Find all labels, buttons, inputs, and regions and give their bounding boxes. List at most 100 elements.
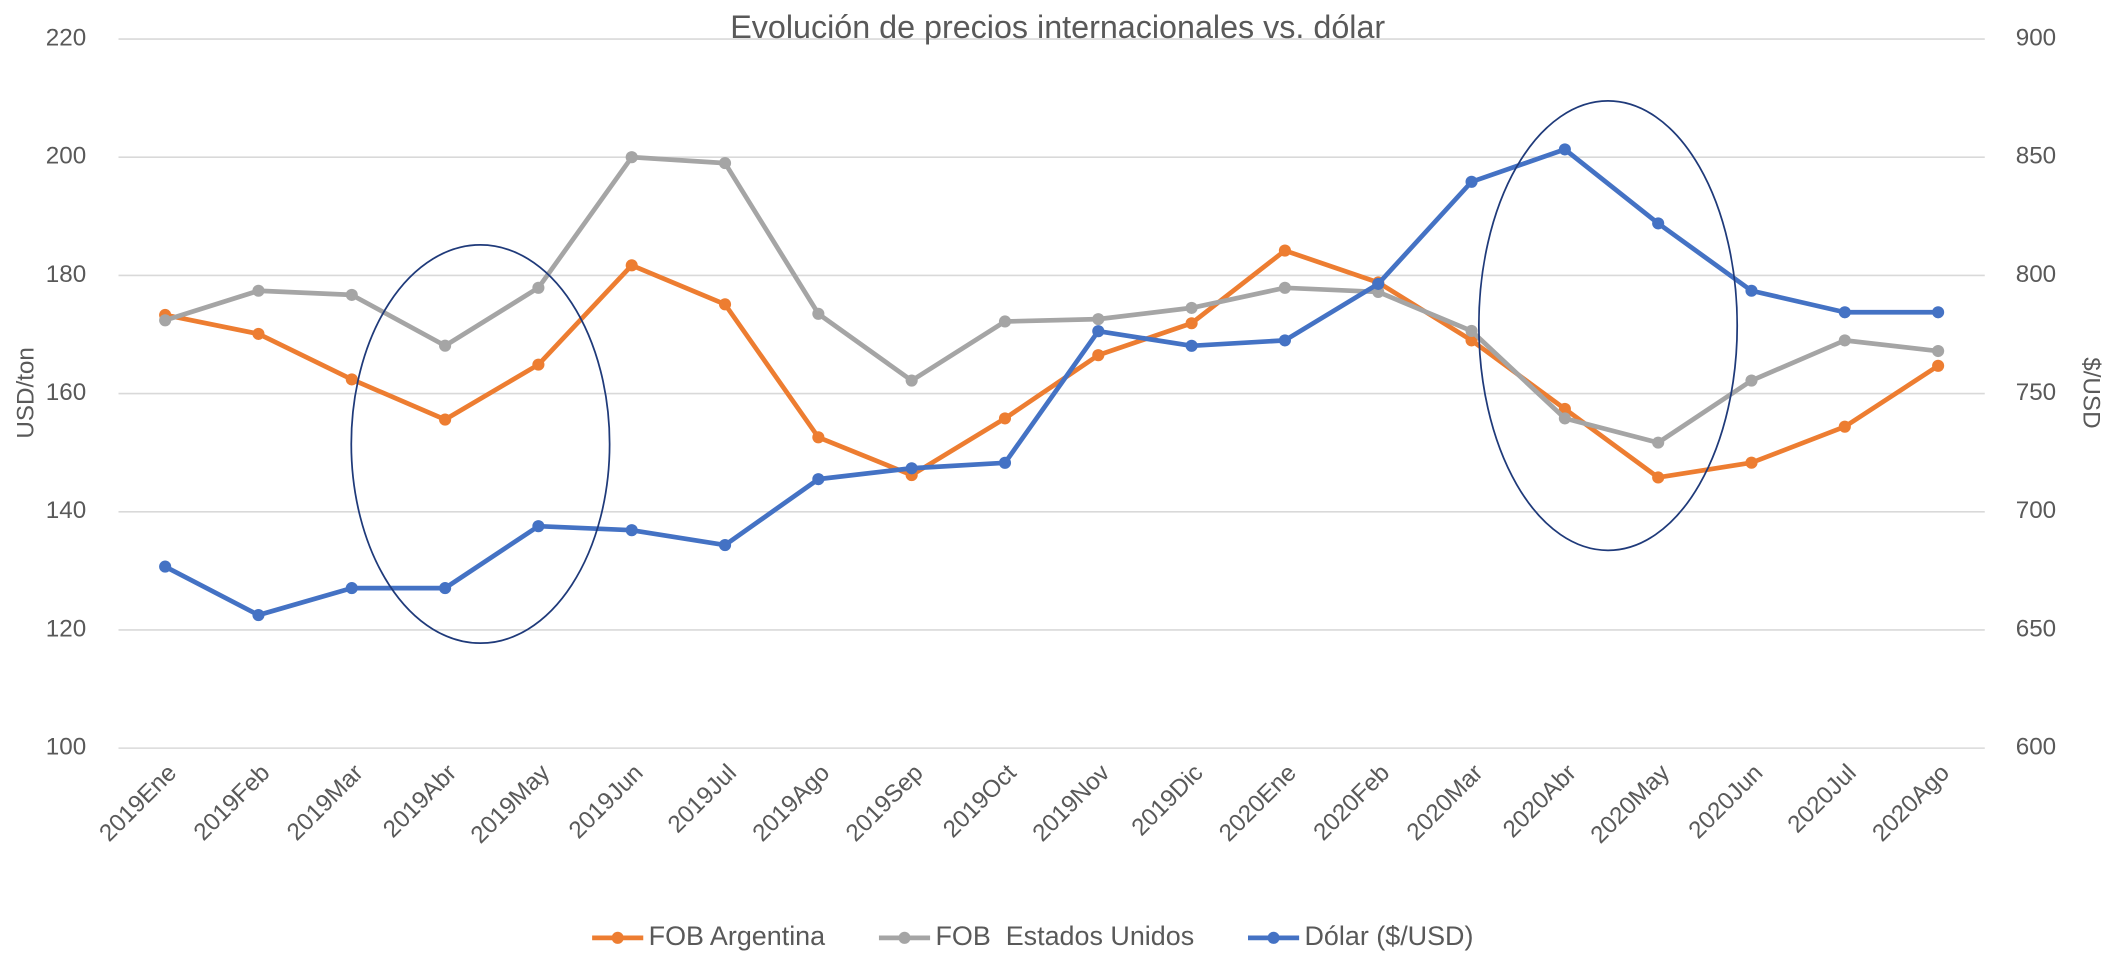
y2-tick-label: 900 xyxy=(2016,24,2056,51)
data-point xyxy=(1465,334,1478,347)
legend: FOB Argentina FOB Estados Unidos Dólar ($/… xyxy=(592,921,1473,951)
x-tick-label: 2019May xyxy=(466,759,556,849)
data-point xyxy=(252,284,265,297)
y2-tick-label: 750 xyxy=(2016,379,2056,406)
data-point xyxy=(1465,324,1478,337)
data-point xyxy=(1092,325,1105,338)
y-tick-label: 120 xyxy=(46,615,86,642)
x-tick-label: 2019Ago xyxy=(748,759,836,847)
y-tick-label: 220 xyxy=(46,24,86,51)
x-tick-label: 2020Ago xyxy=(1867,759,1955,847)
data-point xyxy=(252,327,265,340)
x-tick-label: 2020May xyxy=(1585,759,1675,849)
x-tick-label: 2020Abr xyxy=(1498,759,1582,843)
data-point xyxy=(812,473,825,486)
legend-marker xyxy=(898,931,911,944)
x-tick-label: 2020Feb xyxy=(1308,759,1395,846)
data-point xyxy=(439,413,452,426)
data-point xyxy=(1745,374,1758,387)
x-tick-label: 2019Jun xyxy=(564,759,649,844)
data-point xyxy=(345,288,358,301)
series-line xyxy=(164,147,1939,618)
x-tick-label: 2020Jul xyxy=(1783,759,1862,838)
data-point xyxy=(159,560,172,573)
data-point xyxy=(625,524,638,537)
data-point xyxy=(1558,143,1571,156)
data-point xyxy=(1558,402,1571,415)
data-point xyxy=(1838,420,1851,433)
series-line xyxy=(164,154,1939,445)
y-tick-label: 100 xyxy=(46,734,86,761)
data-point xyxy=(812,307,825,320)
data-point xyxy=(159,314,172,327)
data-point xyxy=(1185,317,1198,330)
legend-label: Dólar ($/USD) xyxy=(1305,921,1474,951)
y-tick-label: 140 xyxy=(46,497,86,524)
data-point xyxy=(1185,301,1198,314)
legend-label: FOB Argentina xyxy=(649,921,826,951)
y2-tick-label: 800 xyxy=(2016,261,2056,288)
data-point xyxy=(532,358,545,371)
x-tick-label: 2019Oct xyxy=(938,759,1022,843)
y2-tick-label: 700 xyxy=(2016,497,2056,524)
series-line xyxy=(164,248,1940,480)
data-point xyxy=(625,259,638,272)
data-point xyxy=(1278,334,1291,347)
data-point xyxy=(1652,217,1665,230)
x-tick-label: 2019Ene xyxy=(94,759,182,847)
data-point xyxy=(532,281,545,294)
x-tick-label: 2019Jul xyxy=(663,759,742,838)
grid: 100 120 140 160 180 200 220 600 650 700 750 800 850 9… xyxy=(46,24,2056,848)
data-point xyxy=(1652,471,1665,484)
y-tick-label: 180 xyxy=(46,261,86,288)
y-axis-label: USD/ton xyxy=(12,347,39,439)
x-tick-label: 2019Mar xyxy=(282,759,369,846)
data-point xyxy=(1838,306,1851,319)
data-point xyxy=(1372,277,1385,290)
data-point xyxy=(905,462,918,475)
x-tick-label: 2019Feb xyxy=(189,759,276,846)
data-point xyxy=(345,582,358,595)
x-tick-label: 2019Dic xyxy=(1127,759,1209,841)
data-point xyxy=(1278,281,1291,294)
data-point xyxy=(1185,339,1198,352)
data-point xyxy=(1278,244,1291,257)
data-point xyxy=(532,520,545,533)
data-point xyxy=(439,339,452,352)
x-tick-label: 2019Abr xyxy=(378,759,462,843)
data-point xyxy=(1092,349,1105,362)
series xyxy=(159,143,1945,622)
data-point xyxy=(998,456,1012,469)
x-tick-label: 2019Sep xyxy=(841,759,929,847)
y2-tick-label: 850 xyxy=(2016,143,2056,170)
data-point xyxy=(345,373,358,386)
data-point xyxy=(718,157,732,170)
data-point xyxy=(1932,344,1945,358)
data-point xyxy=(998,412,1012,425)
x-tick-label: 2019Nov xyxy=(1027,759,1115,847)
data-point xyxy=(252,608,265,622)
data-point xyxy=(1652,436,1665,449)
data-point xyxy=(1932,359,1945,372)
chart-title: Evolución de precios internacionales vs.… xyxy=(730,9,1385,45)
data-point xyxy=(998,315,1012,328)
highlight-ellipse xyxy=(350,244,611,645)
y-tick-label: 200 xyxy=(46,143,86,170)
y-tick-label: 160 xyxy=(46,379,86,406)
legend-marker xyxy=(611,931,624,944)
highlight-ellipse xyxy=(1477,100,1739,552)
data-point xyxy=(718,539,732,552)
data-point xyxy=(718,298,732,311)
legend-label: FOB Estados Unidos xyxy=(935,921,1194,951)
data-point xyxy=(1558,412,1571,425)
data-point xyxy=(439,582,452,595)
data-point xyxy=(1932,306,1945,319)
data-point xyxy=(1092,313,1105,326)
legend-marker xyxy=(1267,931,1280,944)
data-point xyxy=(1745,284,1758,297)
data-point xyxy=(625,151,638,164)
x-tick-label: 2020Ene xyxy=(1214,759,1302,847)
y2-tick-label: 650 xyxy=(2016,615,2056,642)
data-point xyxy=(812,431,825,444)
